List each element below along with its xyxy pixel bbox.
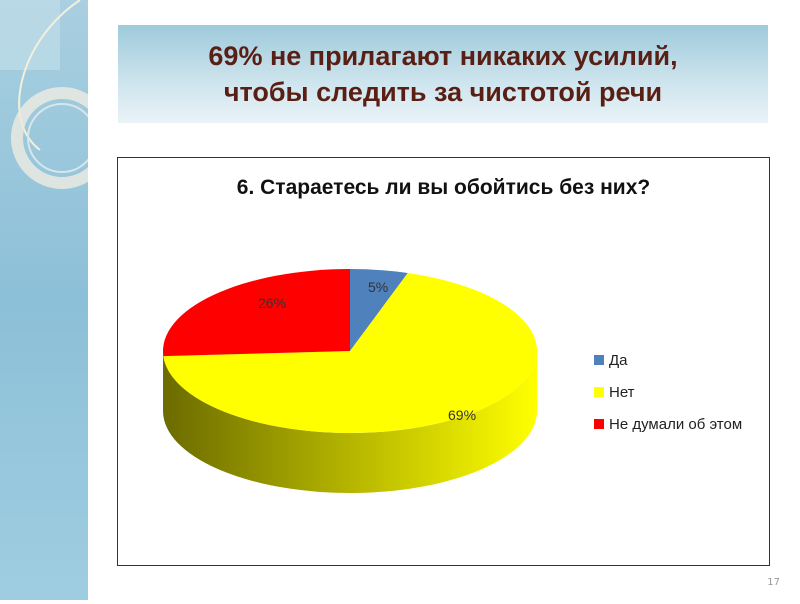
data-label-2: 26%: [258, 295, 286, 311]
legend-label: Да: [609, 352, 628, 369]
page-number: 17: [767, 577, 780, 588]
legend-swatch: [594, 387, 604, 397]
legend-item-ne-dumali: Не думали об этом: [594, 408, 742, 440]
legend-item-net: Нет: [594, 376, 742, 408]
data-label-1: 69%: [448, 407, 476, 423]
legend-swatch: [594, 355, 604, 365]
chart-frame: 6. Стараетесь ли вы обойтись без них? 5%…: [117, 157, 770, 566]
decorative-rings: [0, 0, 88, 600]
title-banner: 69% не прилагают никаких усилий, чтобы с…: [118, 25, 768, 123]
legend: Да Нет Не думали об этом: [594, 344, 742, 440]
pie-slice-2: [163, 269, 350, 356]
decorative-sidebar: [0, 0, 88, 600]
slide-title: 69% не прилагают никаких усилий, чтобы с…: [163, 38, 723, 110]
legend-label: Нет: [609, 384, 635, 401]
legend-item-da: Да: [594, 344, 742, 376]
legend-swatch: [594, 419, 604, 429]
data-label-0: 5%: [368, 279, 388, 295]
legend-label: Не думали об этом: [609, 416, 742, 433]
